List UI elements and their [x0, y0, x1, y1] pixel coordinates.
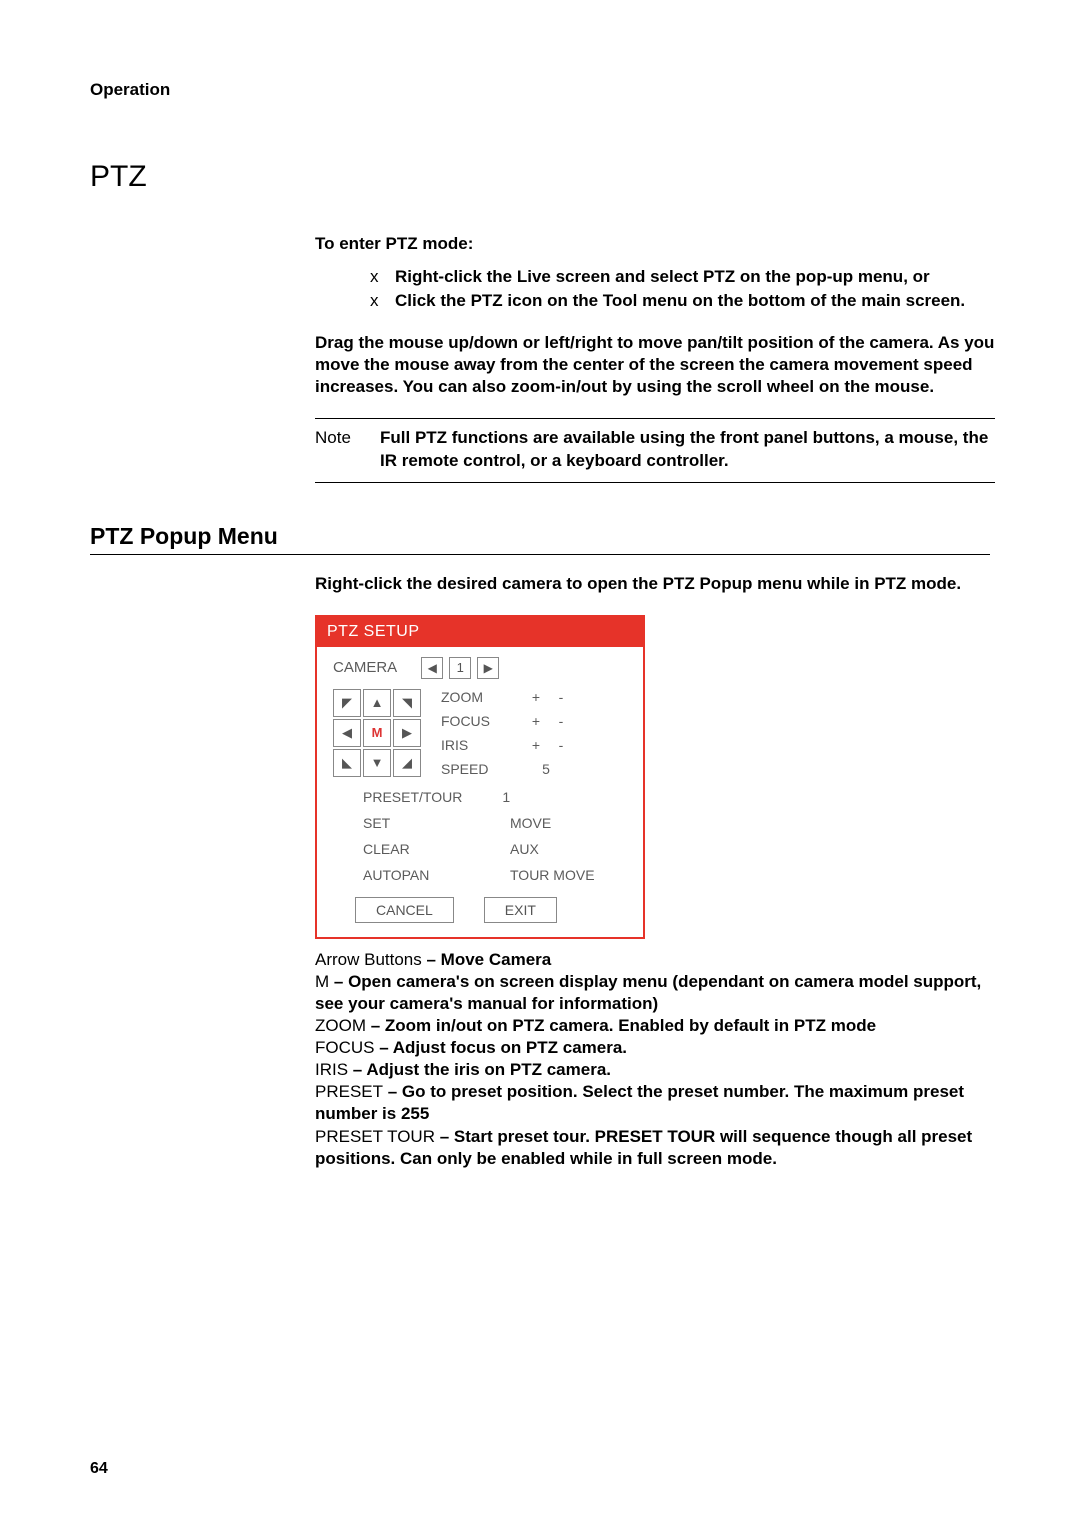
- focus-plus-button[interactable]: +: [521, 713, 551, 729]
- def-term-focus: FOCUS: [315, 1038, 375, 1057]
- def-desc-m: – Open camera's on screen display menu (…: [315, 972, 981, 1013]
- bullet-list: x Right-click the Live screen and select…: [370, 266, 995, 312]
- header-label: Operation: [90, 80, 990, 100]
- note-label: Note: [315, 427, 380, 471]
- def-desc-preset: – Go to preset position. Select the pres…: [315, 1082, 964, 1123]
- iris-minus-button[interactable]: -: [551, 737, 571, 753]
- move-button[interactable]: MOVE: [510, 815, 627, 831]
- footer-buttons: CANCEL EXIT: [355, 897, 627, 923]
- def-term-arrow: Arrow Buttons: [315, 950, 422, 969]
- dpad-up-right-button[interactable]: ◥: [393, 689, 421, 717]
- iris-plus-button[interactable]: +: [521, 737, 551, 753]
- preset-value: 1: [502, 789, 510, 805]
- bullet-marker: x: [370, 266, 395, 288]
- camera-prev-button[interactable]: ◀: [421, 657, 443, 679]
- bullet-text: Click the PTZ icon on the Tool menu on t…: [395, 290, 965, 312]
- mid-row: ◤ ▲ ◥ ◀ M ▶ ◣ ▼ ◢ ZOOM + - FOCUS + -: [333, 689, 627, 777]
- focus-minus-button[interactable]: -: [551, 713, 571, 729]
- dpad-left-button[interactable]: ◀: [333, 719, 361, 747]
- subsection-divider: [90, 554, 990, 555]
- def-desc-iris: – Adjust the iris on PTZ camera.: [348, 1060, 611, 1079]
- dpad-right-button[interactable]: ▶: [393, 719, 421, 747]
- def-term-zoom: ZOOM: [315, 1016, 366, 1035]
- zoom-label: ZOOM: [441, 689, 521, 705]
- dpad-down-right-button[interactable]: ◢: [393, 749, 421, 777]
- camera-next-button[interactable]: ▶: [477, 657, 499, 679]
- bullet-marker: x: [370, 290, 395, 312]
- ptz-panel-header: PTZ SETUP: [317, 617, 643, 647]
- content-column-2: Right-click the desired camera to open t…: [315, 573, 995, 1170]
- tour-move-button[interactable]: TOUR MOVE: [510, 867, 627, 883]
- def-term-iris: IRIS: [315, 1060, 348, 1079]
- speed-label: SPEED: [441, 761, 521, 777]
- dpad-menu-button[interactable]: M: [363, 719, 391, 747]
- dpad-up-button[interactable]: ▲: [363, 689, 391, 717]
- drag-paragraph: Drag the mouse up/down or left/right to …: [315, 332, 995, 398]
- control-grid: ZOOM + - FOCUS + - IRIS + - SPEED 5: [441, 689, 571, 777]
- camera-label: CAMERA: [333, 659, 397, 676]
- bullet-text: Right-click the Live screen and select P…: [395, 266, 930, 288]
- dpad-down-left-button[interactable]: ◣: [333, 749, 361, 777]
- subsection-title: PTZ Popup Menu: [90, 523, 990, 550]
- def-term-m: M: [315, 972, 329, 991]
- dpad-up-left-button[interactable]: ◤: [333, 689, 361, 717]
- speed-value: 5: [521, 761, 571, 777]
- ptz-panel-body: CAMERA ◀ 1 ▶ ◤ ▲ ◥ ◀ M ▶ ◣ ▼ ◢: [317, 647, 643, 937]
- def-desc-zoom: – Zoom in/out on PTZ camera. Enabled by …: [366, 1016, 876, 1035]
- preset-row: PRESET/TOUR 1: [363, 789, 627, 805]
- exit-button[interactable]: EXIT: [484, 897, 557, 923]
- popup-paragraph: Right-click the desired camera to open t…: [315, 573, 995, 595]
- def-term-tour: PRESET TOUR: [315, 1127, 435, 1146]
- dpad: ◤ ▲ ◥ ◀ M ▶ ◣ ▼ ◢: [333, 689, 421, 777]
- focus-label: FOCUS: [441, 713, 521, 729]
- definitions: Arrow Buttons – Move Camera M – Open cam…: [315, 949, 995, 1170]
- ptz-setup-panel: PTZ SETUP CAMERA ◀ 1 ▶ ◤ ▲ ◥ ◀ M ▶ ◣: [315, 615, 645, 939]
- content-column: To enter PTZ mode: x Right-click the Liv…: [315, 234, 995, 483]
- bullet-item: x Right-click the Live screen and select…: [370, 266, 995, 288]
- section-title: PTZ: [90, 160, 990, 194]
- def-desc-arrow: – Move Camera: [422, 950, 551, 969]
- autopan-button[interactable]: AUTOPAN: [363, 867, 480, 883]
- def-desc-focus: – Adjust focus on PTZ camera.: [375, 1038, 628, 1057]
- bullet-item: x Click the PTZ icon on the Tool menu on…: [370, 290, 995, 312]
- page-number: 64: [90, 1460, 108, 1478]
- button-grid: SET MOVE CLEAR AUX AUTOPAN TOUR MOVE: [363, 815, 627, 883]
- clear-button[interactable]: CLEAR: [363, 841, 480, 857]
- iris-label: IRIS: [441, 737, 521, 753]
- camera-row: CAMERA ◀ 1 ▶: [333, 657, 627, 679]
- note-divider-top: [315, 418, 995, 419]
- note-row: Note Full PTZ functions are available us…: [315, 427, 995, 471]
- cancel-button[interactable]: CANCEL: [355, 897, 454, 923]
- camera-stepper: ◀ 1 ▶: [421, 657, 499, 679]
- note-divider-bottom: [315, 482, 995, 483]
- note-body: Full PTZ functions are available using t…: [380, 427, 995, 471]
- dpad-down-button[interactable]: ▼: [363, 749, 391, 777]
- set-button[interactable]: SET: [363, 815, 480, 831]
- zoom-plus-button[interactable]: +: [521, 689, 551, 705]
- aux-button[interactable]: AUX: [510, 841, 627, 857]
- camera-number: 1: [449, 657, 471, 679]
- preset-tour-label: PRESET/TOUR: [363, 789, 462, 805]
- to-enter-label: To enter PTZ mode:: [315, 234, 995, 254]
- def-term-preset: PRESET: [315, 1082, 383, 1101]
- zoom-minus-button[interactable]: -: [551, 689, 571, 705]
